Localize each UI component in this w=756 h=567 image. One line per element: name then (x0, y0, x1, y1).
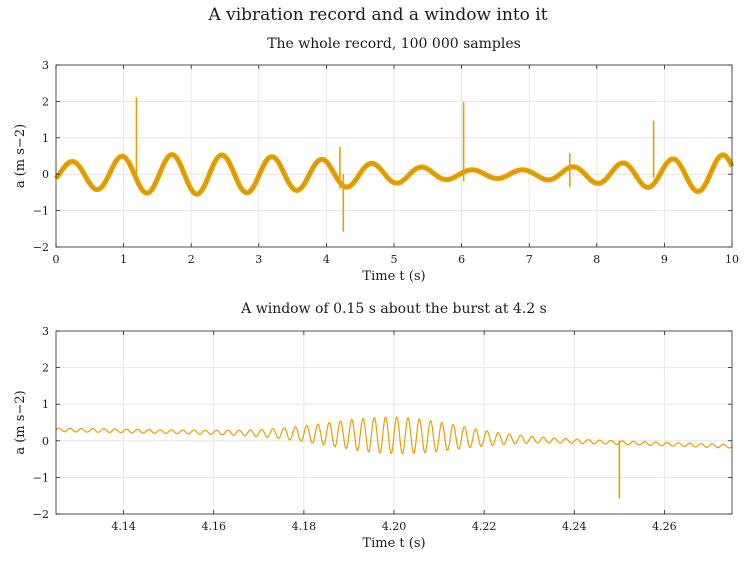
x-tick-label: 4 (323, 253, 330, 266)
x-axis-label-window: Time t (s) (362, 536, 425, 551)
figure-title: A vibration record and a window into it (207, 5, 547, 25)
x-tick-label: 3 (255, 253, 262, 266)
x-tick-label: 7 (526, 253, 533, 266)
x-tick-label: 6 (458, 253, 465, 266)
y-tick-label: −2 (33, 241, 49, 254)
x-tick-label: 4.16 (201, 520, 226, 533)
series-acceleration (53, 97, 735, 232)
ticks-whole-record: 0 1 2 3 4 5 6 7 8 9 10 −2 −1 0 1 2 3 (33, 59, 739, 266)
x-tick-label: 4.24 (562, 520, 587, 533)
y-axis-label-whole-record: a (m s−2) (13, 124, 28, 188)
x-tick-label: 1 (120, 253, 127, 266)
x-tick-label: 8 (593, 253, 600, 266)
grid-window (56, 331, 732, 514)
ticks-window: 4.14 4.16 4.18 4.20 4.22 4.24 4.26 −2 −1 0 1 2 3 (33, 325, 732, 533)
trace-line (55, 154, 733, 195)
x-tick-label: 5 (391, 253, 398, 266)
panel-title-window: A window of 0.15 s about the burst at 4.… (240, 301, 547, 317)
x-tick-label: 2 (188, 253, 195, 266)
y-tick-label: −1 (33, 471, 49, 484)
grid-whole-record (56, 65, 732, 247)
y-tick-label: 0 (42, 435, 49, 448)
y-tick-label: 1 (42, 132, 49, 145)
y-tick-label: 1 (42, 398, 49, 411)
y-tick-label: 2 (42, 362, 49, 375)
x-tick-label: 4.14 (111, 520, 136, 533)
x-axis-label-whole-record: Time t (s) (362, 269, 425, 284)
panel-title-whole-record: The whole record, 100 000 samples (267, 36, 521, 52)
x-tick-label: 9 (661, 253, 668, 266)
x-tick-label: 4.22 (472, 520, 497, 533)
x-tick-label: 4.18 (292, 520, 317, 533)
panel-window: A window of 0.15 s about the burst at 4.… (13, 301, 733, 551)
x-tick-label: 4.20 (382, 520, 407, 533)
y-axis-label-window: a (m s−2) (13, 390, 28, 454)
y-tick-label: 3 (42, 325, 49, 338)
panel-whole-record: The whole record, 100 000 samples 0 1 2 3 4 5… (13, 36, 739, 284)
x-tick-label: 4.26 (652, 520, 677, 533)
y-tick-label: 0 (42, 168, 49, 181)
y-tick-label: 2 (42, 95, 49, 108)
series-acceleration-window (55, 416, 733, 499)
y-tick-label: −1 (33, 205, 49, 218)
y-tick-label: 3 (42, 59, 49, 72)
y-tick-label: −2 (33, 508, 49, 521)
x-tick-label: 10 (725, 253, 739, 266)
x-tick-label: 0 (53, 253, 60, 266)
